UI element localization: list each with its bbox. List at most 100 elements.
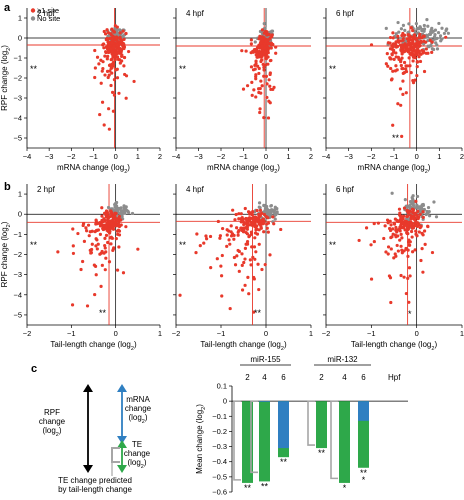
site-point	[274, 45, 278, 49]
no-site-point	[403, 28, 407, 32]
site-point	[124, 31, 128, 36]
no-site-point	[117, 207, 121, 211]
site-point	[259, 225, 263, 229]
scatter-a-2: −4 −3 −2 −1 0 1 2 mRNA change (log2) 4 hpf **	[172, 8, 313, 175]
site-point	[111, 46, 116, 50]
site-point	[267, 99, 271, 103]
site-point	[218, 236, 222, 240]
no-site-point	[435, 43, 439, 47]
site-point	[254, 77, 258, 81]
site-point	[242, 260, 246, 265]
site-point	[415, 213, 419, 217]
site-point	[117, 245, 121, 249]
site-point	[84, 226, 88, 230]
site-point	[428, 38, 432, 42]
site-point	[398, 87, 403, 91]
site-point	[247, 292, 251, 296]
site-point	[408, 243, 412, 247]
site-point	[406, 276, 410, 280]
site-point	[384, 250, 388, 254]
site-point	[244, 242, 248, 246]
no-site-point	[267, 212, 271, 216]
site-point	[109, 83, 113, 88]
site-point	[240, 49, 244, 53]
site-point	[234, 212, 238, 217]
site-point	[268, 71, 272, 75]
condition-label: 6 hpf	[336, 9, 355, 18]
site-point	[266, 51, 270, 55]
te-bar	[339, 401, 350, 483]
x-tick-label: −4	[172, 152, 181, 161]
site-point	[411, 55, 416, 59]
x-tick-label: −2	[217, 152, 226, 161]
site-point	[411, 226, 416, 230]
site-point	[396, 44, 400, 48]
condition-label: 4 hpf	[186, 185, 205, 194]
site-point	[396, 38, 400, 42]
site-point	[409, 70, 413, 75]
hpf-label: 6	[361, 373, 366, 382]
site-point	[115, 268, 120, 272]
panel-letter-b: b	[4, 181, 11, 193]
site-point	[391, 42, 396, 46]
no-site-point	[427, 214, 432, 218]
significance-mark: **	[329, 240, 337, 250]
site-point	[271, 215, 275, 219]
site-point	[391, 227, 395, 231]
site-point	[229, 224, 233, 228]
site-point	[407, 238, 411, 242]
site-point	[249, 42, 253, 46]
site-point	[258, 34, 262, 38]
site-point	[409, 26, 413, 30]
site-point	[388, 56, 392, 60]
no-site-point	[257, 205, 261, 209]
site-point	[406, 220, 410, 225]
no-site-point	[406, 204, 411, 209]
site-point	[254, 73, 258, 77]
site-point	[414, 45, 418, 49]
site-point	[107, 127, 111, 131]
site-point	[413, 49, 417, 53]
site-point	[102, 46, 106, 50]
site-point	[115, 55, 119, 59]
site-point	[411, 214, 415, 218]
site-point	[372, 239, 376, 244]
site-point	[113, 55, 117, 59]
site-point	[407, 56, 411, 60]
site-point	[110, 90, 115, 95]
bar-significance: *	[343, 483, 347, 493]
site-point	[265, 226, 269, 230]
site-point	[392, 57, 396, 61]
site-point	[406, 254, 410, 259]
site-point	[89, 251, 93, 255]
site-point	[112, 30, 116, 34]
no-site-point	[420, 29, 424, 33]
site-point	[269, 46, 273, 50]
site-point	[71, 251, 76, 256]
no-site-point	[433, 28, 438, 32]
no-site-point	[119, 211, 123, 216]
bar-y-tick-label: −0.5	[212, 472, 227, 481]
site-point	[252, 277, 256, 281]
no-site-point	[394, 32, 398, 36]
no-site-point	[407, 22, 411, 26]
site-point	[388, 35, 393, 40]
site-point	[254, 59, 258, 63]
significance-mark: **	[179, 64, 187, 74]
no-site-point	[112, 209, 117, 213]
rpf-arrowhead-down	[83, 465, 93, 473]
site-point	[261, 62, 265, 67]
hpf-label: 2	[319, 373, 324, 382]
site-point	[411, 59, 415, 63]
site-point	[256, 262, 260, 266]
te-bar	[316, 401, 327, 449]
site-point	[104, 256, 108, 260]
hpf-label: 4	[342, 373, 347, 382]
site-point	[220, 253, 224, 258]
site-point	[264, 214, 268, 219]
site-point	[270, 33, 274, 37]
no-site-point	[115, 27, 119, 31]
site-point	[136, 247, 140, 251]
site-point	[245, 239, 250, 244]
site-point	[369, 277, 374, 281]
